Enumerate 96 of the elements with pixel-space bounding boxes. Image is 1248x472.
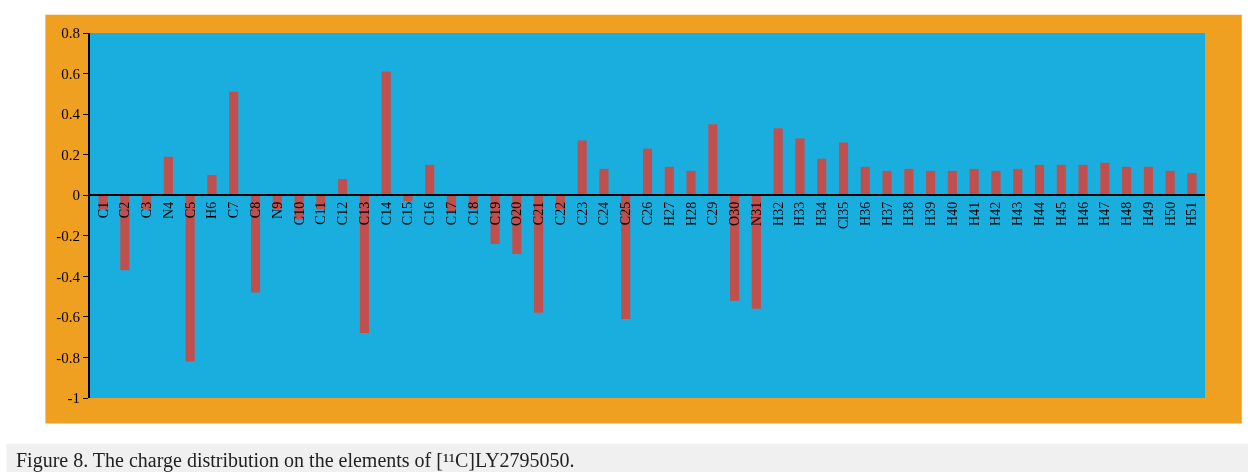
x-tick-label: C19 [487,201,503,226]
bar [359,195,369,334]
bar [882,170,892,196]
bar [229,91,239,196]
x-tick-label: H32 [770,201,786,226]
x-tick-label: C29 [705,201,721,226]
bar [1143,166,1153,196]
x-tick-label: C22 [552,201,568,226]
x-tick-label: C26 [640,201,656,226]
x-tick-label: H37 [879,201,895,226]
x-tick-label: H34 [814,201,830,226]
x-tick-label: C25 [618,201,634,226]
x-tick-label: C5 [182,201,198,219]
x-tick-label: H36 [857,201,873,226]
x-tick-label: H49 [1140,201,1156,226]
x-tick-label: C3 [139,201,155,219]
bar [1165,170,1175,196]
x-tick-label: C11 [313,201,329,225]
x-tick-label: O20 [509,201,525,226]
y-tick-label: -0.4 [56,268,81,285]
bar [599,168,609,196]
x-tick-label: C23 [574,201,590,226]
x-tick-label: H50 [1162,201,1178,226]
bar [185,195,195,362]
x-tick-label: C18 [465,201,481,226]
bar [338,179,348,196]
x-tick-label: C7 [226,201,242,219]
x-tick-label: H39 [923,201,939,226]
bar [991,170,1001,196]
x-tick-label: H6 [204,201,220,219]
bar [163,156,173,196]
x-tick-label: C15 [400,201,416,226]
x-tick-label: C8 [248,201,264,219]
bar [1056,164,1066,196]
x-tick-label: H46 [1075,201,1091,226]
x-tick-label: N4 [160,201,176,219]
bar [904,168,914,196]
bar [795,138,805,196]
bar [1013,168,1023,196]
y-tick-label: -1 [67,390,80,407]
x-tick-label: H44 [1032,201,1048,226]
bar [577,140,587,196]
bar [425,164,435,196]
x-tick-label: C21 [531,201,547,226]
bar [1100,162,1110,196]
x-tick-label: C12 [335,201,351,226]
y-tick-label: -0.6 [56,309,81,326]
bar [838,142,849,196]
x-tick-label: H27 [661,201,677,226]
bar [773,128,783,196]
bar [1034,164,1045,196]
x-tick-label: H38 [901,201,917,226]
x-tick-label: H43 [1010,201,1026,226]
bar [686,170,696,196]
x-tick-label: C1 [95,201,111,219]
text: Figure 8. The charge distribution on the elements of [¹¹C]LY2795050. [16,449,575,472]
bar [207,174,217,196]
bar [381,71,391,196]
y-tick-label: 0.6 [61,65,81,82]
bar [1078,164,1088,196]
x-tick-label: H45 [1053,201,1069,226]
x-tick-label: O30 [727,201,743,226]
x-tick-label: C17 [444,201,460,226]
x-tick-label: H40 [944,201,960,226]
x-tick-label: C13 [356,201,372,226]
x-tick-label: H47 [1097,201,1113,226]
bar [1122,166,1132,196]
bar [817,158,827,196]
x-tick-label: H41 [966,201,982,226]
y-tick-label: 0.4 [61,106,81,123]
bar [1187,172,1197,196]
x-tick-label: C2 [117,201,133,219]
x-tick-label: C24 [596,201,612,226]
x-tick-label: Cl35 [836,201,852,230]
bar [642,148,653,196]
bar [664,166,674,196]
x-tick-label: H48 [1119,201,1135,226]
bar [708,124,718,196]
y-tick-label: 0.8 [61,25,80,42]
x-tick-label: H33 [792,201,808,226]
x-tick-label: C10 [291,201,307,226]
x-tick-label: C14 [378,201,394,226]
bar [860,166,870,196]
x-tick-label: N31 [748,201,764,226]
x-tick-label: N9 [269,201,285,219]
x-tick-label: H28 [683,201,699,226]
y-tick-label: -0.8 [56,349,80,366]
bar [947,170,957,196]
y-tick-label: 0 [72,187,80,204]
y-tick-label: 0.2 [61,146,80,163]
y-tick-label: -0.2 [56,228,80,245]
bar [969,168,979,196]
bar [926,170,936,196]
x-tick-label: H42 [988,201,1004,226]
x-tick-label: H51 [1184,201,1200,226]
x-tick-label: C16 [422,201,438,226]
